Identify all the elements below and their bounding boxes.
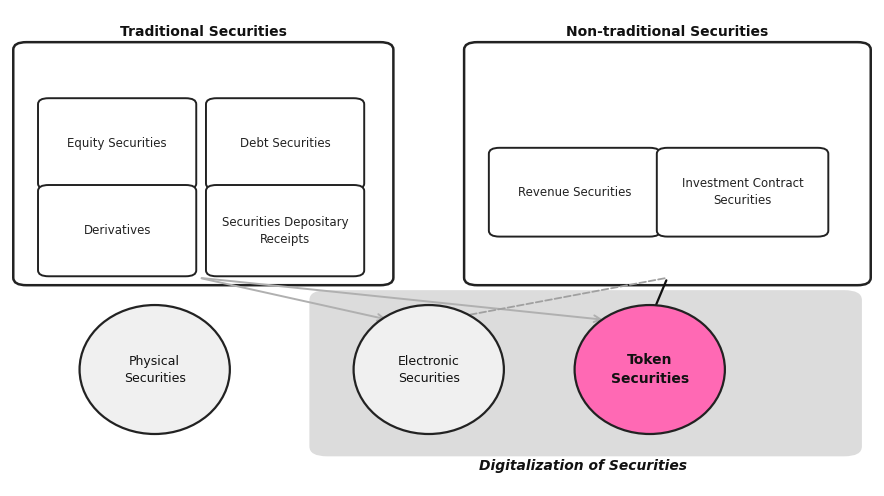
Text: Physical
Securities: Physical Securities — [124, 355, 186, 384]
Text: Electronic
Securities: Electronic Securities — [398, 355, 460, 384]
Text: Investment Contract
Securities: Investment Contract Securities — [682, 177, 804, 207]
Text: Revenue Securities: Revenue Securities — [518, 186, 631, 199]
FancyBboxPatch shape — [206, 98, 364, 189]
Ellipse shape — [575, 305, 725, 434]
Text: Traditional Securities: Traditional Securities — [120, 25, 286, 39]
Text: Token
Securities: Token Securities — [611, 353, 689, 386]
FancyBboxPatch shape — [38, 98, 196, 189]
Text: Securities Depositary
Receipts: Securities Depositary Receipts — [222, 216, 348, 246]
FancyBboxPatch shape — [464, 42, 871, 285]
Text: Derivatives: Derivatives — [83, 224, 151, 237]
Text: Equity Securities: Equity Securities — [67, 137, 167, 150]
Ellipse shape — [80, 305, 230, 434]
Text: Non-traditional Securities: Non-traditional Securities — [567, 25, 768, 39]
Text: Debt Securities: Debt Securities — [240, 137, 331, 150]
FancyBboxPatch shape — [309, 290, 862, 456]
FancyBboxPatch shape — [657, 148, 828, 237]
FancyBboxPatch shape — [38, 185, 196, 276]
FancyBboxPatch shape — [206, 185, 364, 276]
FancyBboxPatch shape — [489, 148, 660, 237]
Ellipse shape — [354, 305, 504, 434]
FancyBboxPatch shape — [13, 42, 393, 285]
Text: Digitalization of Securities: Digitalization of Securities — [479, 459, 688, 473]
